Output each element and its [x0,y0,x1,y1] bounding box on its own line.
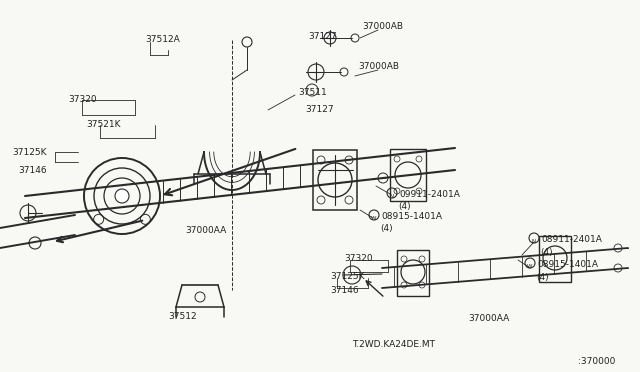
Text: 37320: 37320 [344,254,372,263]
Text: (4): (4) [398,202,411,211]
Text: 09911-2401A: 09911-2401A [399,190,460,199]
Text: 08915-1401A: 08915-1401A [381,212,442,221]
Text: :370000: :370000 [578,357,616,366]
Text: 37146: 37146 [330,286,358,295]
Text: (4): (4) [380,224,392,233]
Text: 08915-1401A: 08915-1401A [537,260,598,269]
Text: 37512: 37512 [168,312,196,321]
Text: 37000AB: 37000AB [362,22,403,31]
Text: 37125K: 37125K [330,272,365,281]
Circle shape [115,189,129,203]
Text: W: W [371,215,377,221]
Text: (4): (4) [540,248,552,257]
Text: 37127: 37127 [305,105,333,114]
Text: T.2WD.KA24DE.MT: T.2WD.KA24DE.MT [352,340,435,349]
Text: 37511: 37511 [298,88,327,97]
Text: 37125K: 37125K [12,148,47,157]
Text: 37127: 37127 [308,32,337,41]
Text: 37000AB: 37000AB [358,62,399,71]
Text: N: N [390,193,394,199]
Text: 37521K: 37521K [86,120,120,129]
Text: (4): (4) [536,273,548,282]
Text: 37146: 37146 [18,166,47,175]
Text: 37320: 37320 [68,95,97,104]
Text: 37000AA: 37000AA [185,226,227,235]
Text: N: N [532,238,536,244]
Text: 37512A: 37512A [145,35,180,44]
Text: 37000AA: 37000AA [468,314,509,323]
Text: W: W [527,263,532,269]
Text: 08911-2401A: 08911-2401A [541,235,602,244]
